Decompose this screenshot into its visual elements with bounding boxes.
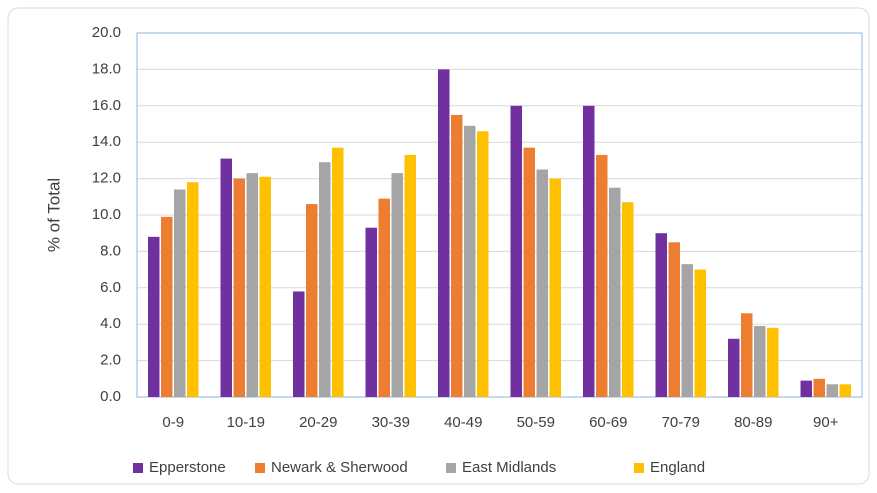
plot-border <box>136 32 863 398</box>
bar <box>681 264 693 397</box>
bar <box>767 327 779 397</box>
bar <box>148 236 160 397</box>
y-tick-label: 2.0 <box>100 352 121 369</box>
bar <box>523 147 535 397</box>
bar <box>741 313 753 397</box>
bar <box>365 227 377 397</box>
bar <box>438 69 450 398</box>
y-tick-label: 4.0 <box>100 315 121 332</box>
bar <box>668 242 680 397</box>
bar <box>306 204 318 397</box>
y-tick-label: 6.0 <box>100 279 121 296</box>
bar <box>233 178 245 397</box>
bar <box>161 216 173 397</box>
bar <box>477 131 489 397</box>
y-tick-label: 8.0 <box>100 242 121 259</box>
bar <box>220 158 232 397</box>
y-tick-label: 12.0 <box>92 170 121 187</box>
bar <box>655 233 667 397</box>
bar <box>826 384 838 397</box>
bar <box>549 178 561 397</box>
legend-swatch <box>446 463 456 473</box>
bar <box>622 202 634 397</box>
x-tick-label: 0-9 <box>162 414 184 431</box>
bar <box>187 182 199 397</box>
bar <box>174 189 186 397</box>
x-tick-label: 20-29 <box>299 414 337 431</box>
bar <box>510 105 522 398</box>
x-tick-label: 90+ <box>813 414 839 431</box>
y-tick-label: 0.0 <box>100 388 121 405</box>
x-tick-label: 50-59 <box>517 414 555 431</box>
bar <box>378 198 390 397</box>
y-tick-label: 14.0 <box>92 133 121 150</box>
bar <box>332 147 344 397</box>
bar <box>728 338 740 397</box>
bar <box>319 162 331 397</box>
legend-label: England <box>650 459 705 476</box>
x-tick-label: 30-39 <box>372 414 410 431</box>
y-tick-label: 18.0 <box>92 60 121 77</box>
bar <box>464 125 476 397</box>
bar <box>813 378 825 397</box>
x-tick-label: 70-79 <box>662 414 700 431</box>
legend-swatch <box>634 463 644 473</box>
bar <box>246 173 258 397</box>
bar <box>404 154 416 397</box>
bar <box>451 114 463 398</box>
legend-swatch <box>133 463 143 473</box>
x-tick-label: 80-89 <box>734 414 772 431</box>
legend-label: Epperstone <box>149 459 226 476</box>
x-tick-label: 40-49 <box>444 414 482 431</box>
bar <box>800 380 812 397</box>
bar <box>391 173 403 397</box>
bar <box>694 269 706 397</box>
legend-label: East Midlands <box>462 459 556 476</box>
legend-swatch <box>255 463 265 473</box>
x-tick-label: 60-69 <box>589 414 627 431</box>
legend-label: Newark & Sherwood <box>271 459 408 476</box>
bar <box>583 105 595 398</box>
bar <box>754 326 766 397</box>
x-tick-label: 10-19 <box>227 414 265 431</box>
bar <box>293 291 305 397</box>
bar <box>596 154 608 397</box>
y-tick-label: 20.0 <box>92 24 121 41</box>
bar <box>259 176 271 397</box>
bar <box>839 384 851 397</box>
y-tick-label: 10.0 <box>92 206 121 223</box>
y-axis-label: % of Total <box>44 178 63 252</box>
bar <box>536 169 548 397</box>
bar <box>609 187 621 397</box>
y-tick-label: 16.0 <box>92 97 121 114</box>
